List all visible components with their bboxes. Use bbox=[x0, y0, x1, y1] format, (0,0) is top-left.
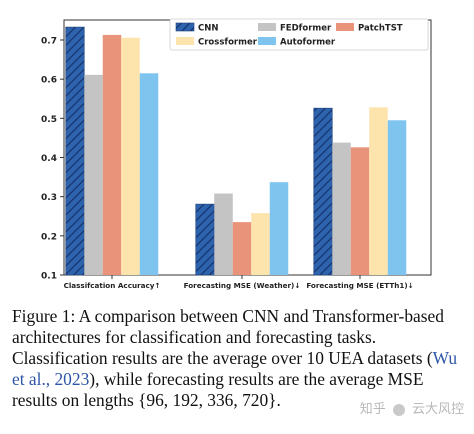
legend-swatch-crossformer bbox=[176, 37, 194, 45]
y-tick-label: 0.1 bbox=[41, 272, 57, 282]
watermark-avatar-icon bbox=[392, 403, 405, 416]
y-tick-label: 0.6 bbox=[41, 76, 57, 86]
legend-label-autoformer: Autoformer bbox=[280, 38, 336, 48]
legend-swatch-cnn bbox=[175, 22, 195, 32]
caption-text-2: ), while forecasting results are the ave… bbox=[12, 369, 424, 410]
legend-swatch-fedformer bbox=[258, 23, 276, 31]
bar-autoformer bbox=[139, 73, 159, 276]
x-tick-label: Forecasting MSE (ETTh1)↓ bbox=[306, 281, 413, 290]
legend-label-fedformer: FEDformer bbox=[280, 24, 332, 34]
y-tick-label: 0.3 bbox=[41, 193, 57, 203]
bar-patchtst bbox=[102, 34, 122, 276]
x-tick-label: Classifcation Accuracy↑ bbox=[64, 281, 161, 290]
legend-label-cnn: CNN bbox=[198, 24, 218, 34]
bar-chart: 0.1 0.2 0.3 0.4 0.5 0.6 0.7 Classifcation Accur… bbox=[41, 18, 432, 290]
watermark-text-2: 云大风控 bbox=[411, 402, 464, 417]
watermark: 知乎 云大风控 bbox=[360, 398, 464, 417]
bar-cnn bbox=[65, 26, 85, 276]
chart-legend: CNN FEDformer PatchTST Crossformer Autoforme… bbox=[169, 18, 429, 51]
legend-label-crossformer: Crossformer bbox=[198, 38, 258, 48]
bar-cnn bbox=[195, 203, 215, 276]
bar-cnn bbox=[313, 107, 333, 276]
y-tick-label: 0.4 bbox=[41, 154, 57, 164]
y-tick-label: 0.5 bbox=[41, 115, 57, 125]
y-tick-label: 0.7 bbox=[41, 37, 57, 47]
y-tick-label: 0.2 bbox=[41, 232, 57, 242]
legend-box bbox=[169, 18, 429, 51]
watermark-text-1: 知乎 bbox=[359, 402, 386, 417]
bar-patchtst bbox=[350, 147, 370, 275]
x-tick-label: Forecasting MSE (Weather)↓ bbox=[184, 281, 301, 290]
bar-fedformer bbox=[332, 142, 351, 275]
bar-crossformer bbox=[369, 107, 388, 275]
bar-autoformer bbox=[269, 182, 289, 275]
bar-crossformer bbox=[251, 213, 270, 275]
legend-label-patchtst: PatchTST bbox=[358, 24, 403, 34]
bar-patchtst bbox=[232, 222, 252, 275]
bar-crossformer bbox=[121, 37, 140, 276]
bar-autoformer bbox=[387, 120, 407, 276]
legend-swatch-patchtst bbox=[336, 23, 354, 31]
legend-swatch-autoformer bbox=[258, 37, 276, 45]
bar-fedformer bbox=[214, 193, 233, 275]
caption-citation-link[interactable]: Wu et al., 2023 bbox=[12, 348, 458, 389]
chart-bars bbox=[65, 26, 407, 276]
figure-caption: Figure 1: A comparison between CNN and T… bbox=[12, 306, 467, 411]
bar-fedformer bbox=[84, 74, 103, 275]
caption-text-1: Figure 1: A comparison between CNN and T… bbox=[12, 306, 444, 368]
